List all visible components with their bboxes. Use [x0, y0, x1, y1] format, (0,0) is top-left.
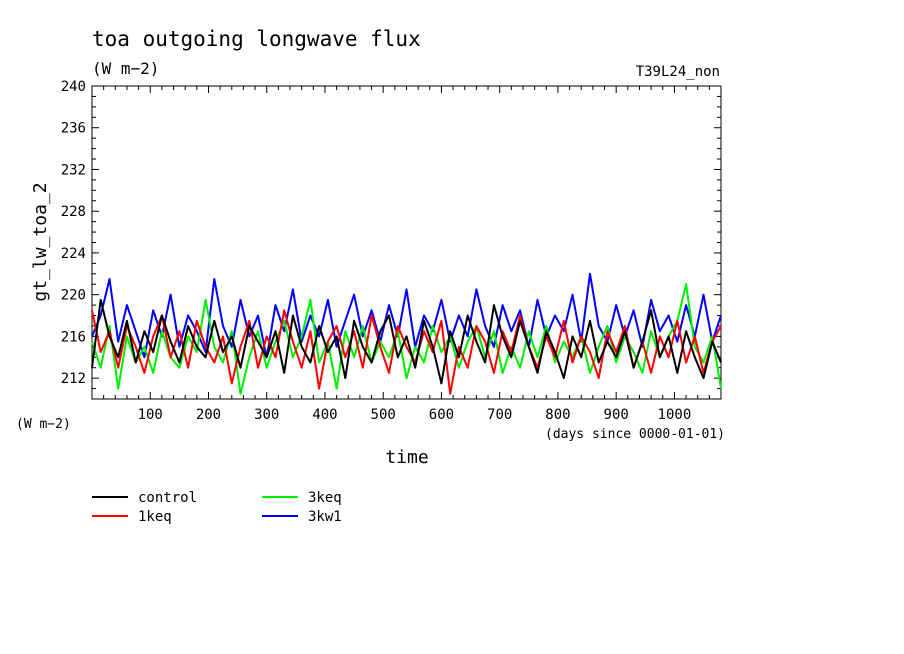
legend-label-1keq: 1keq: [138, 509, 172, 525]
x-axis-units: (days since 0000-01-01): [545, 427, 725, 442]
series-lines: [91, 272, 722, 395]
y-tick-label: 236: [61, 121, 86, 137]
y-tick-label: 216: [61, 329, 86, 345]
series-line-3kw1: [91, 272, 722, 359]
run-label: T39L24_non: [636, 64, 720, 80]
legend-label-3keq: 3keq: [308, 490, 342, 506]
x-tick-label: 900: [604, 407, 629, 423]
x-axis: 100 200 300 400 500 600 700 800 900 1000: [103, 86, 722, 423]
x-tick-label: 600: [429, 407, 454, 423]
x-tick-label: 300: [254, 407, 279, 423]
y-tick-label: 224: [61, 246, 86, 262]
x-tick-label: 200: [196, 407, 221, 423]
x-tick-label: 1000: [658, 407, 692, 423]
chart-subtitle: (W m−2): [92, 59, 159, 78]
y-tick-label: 212: [61, 371, 86, 387]
y-tick-label: 228: [61, 204, 86, 220]
series-line-1keq: [91, 309, 722, 395]
x-tick-label: 700: [487, 407, 512, 423]
series-line-control: [91, 298, 722, 385]
legend-label-3kw1: 3kw1: [308, 509, 342, 525]
x-tick-label: 800: [545, 407, 570, 423]
legend: control 1keq 3keq 3kw1: [92, 490, 342, 525]
x-tick-label: 500: [371, 407, 396, 423]
y-axis-label: gt_lw_toa_2: [30, 182, 51, 301]
x-tick-label: 400: [312, 407, 337, 423]
legend-label-control: control: [138, 490, 197, 506]
x-axis-label: time: [385, 447, 428, 468]
plot-frame: [91, 85, 722, 400]
y-tick-label: 232: [61, 162, 86, 178]
y-tick-label: 240: [61, 79, 86, 95]
series-line-3keq: [91, 283, 722, 395]
y-tick-label: 220: [61, 288, 86, 304]
chart-title: toa outgoing longwave flux: [92, 27, 421, 51]
x-tick-label: 100: [138, 407, 163, 423]
y-axis-units: (W m−2): [16, 417, 71, 432]
